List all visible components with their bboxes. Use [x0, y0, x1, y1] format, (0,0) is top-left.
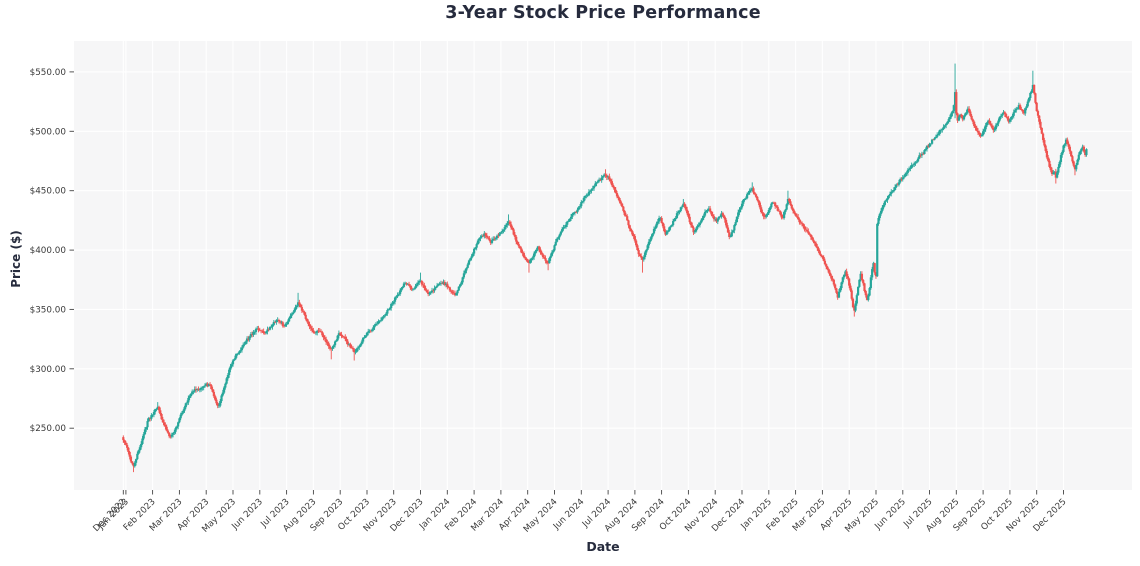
candlestick-series — [122, 63, 1088, 473]
x-axis-label: Date — [586, 539, 620, 554]
axis-ticks — [69, 71, 1064, 495]
y-axis-label: Price ($) — [9, 230, 23, 288]
y-tick-label: $250.00 — [30, 424, 67, 434]
y-tick-label: $550.00 — [30, 68, 67, 78]
chart-title: 3-Year Stock Price Performance — [445, 3, 761, 23]
y-tick-label: $300.00 — [30, 365, 67, 375]
y-tick-label: $400.00 — [30, 246, 67, 256]
y-tick-label: $500.00 — [30, 127, 67, 137]
y-tick-label: $350.00 — [30, 305, 67, 315]
gridlines — [74, 41, 1132, 490]
plot-area — [74, 41, 1132, 490]
y-tick-labels: $250.00 $300.00 $350.00 $400.00 $450.00 $500.… — [30, 68, 67, 434]
y-tick-label: $450.00 — [30, 187, 67, 197]
